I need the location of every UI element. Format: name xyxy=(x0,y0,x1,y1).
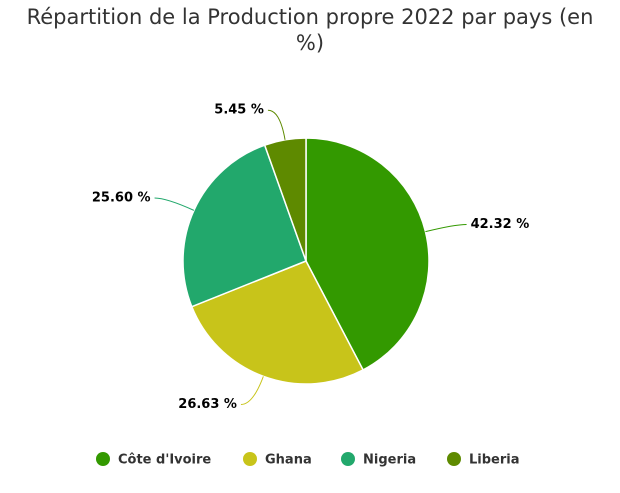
pie-slice xyxy=(263,137,307,262)
legend-marker xyxy=(341,452,355,466)
data-label: 5.45 % xyxy=(214,103,264,118)
legend-label: Ghana xyxy=(265,453,312,468)
legend-marker xyxy=(447,452,461,466)
legend-label: Nigeria xyxy=(363,453,416,468)
legend-label: Liberia xyxy=(469,453,520,468)
connector xyxy=(154,197,195,211)
data-label: 25.60 % xyxy=(92,191,151,206)
legend-label: Côte d'Ivoire xyxy=(118,453,211,468)
connector xyxy=(425,223,467,233)
connector xyxy=(267,109,286,140)
pie-slice xyxy=(190,260,365,385)
data-label: 26.63 % xyxy=(178,397,237,412)
pie-slice xyxy=(305,137,430,371)
connector xyxy=(240,376,264,406)
chart-title: Répartition de la Production propre 2022… xyxy=(26,5,594,55)
legend-marker xyxy=(96,452,110,466)
legend-marker xyxy=(243,452,257,466)
data-label: 42.32 % xyxy=(471,217,530,232)
